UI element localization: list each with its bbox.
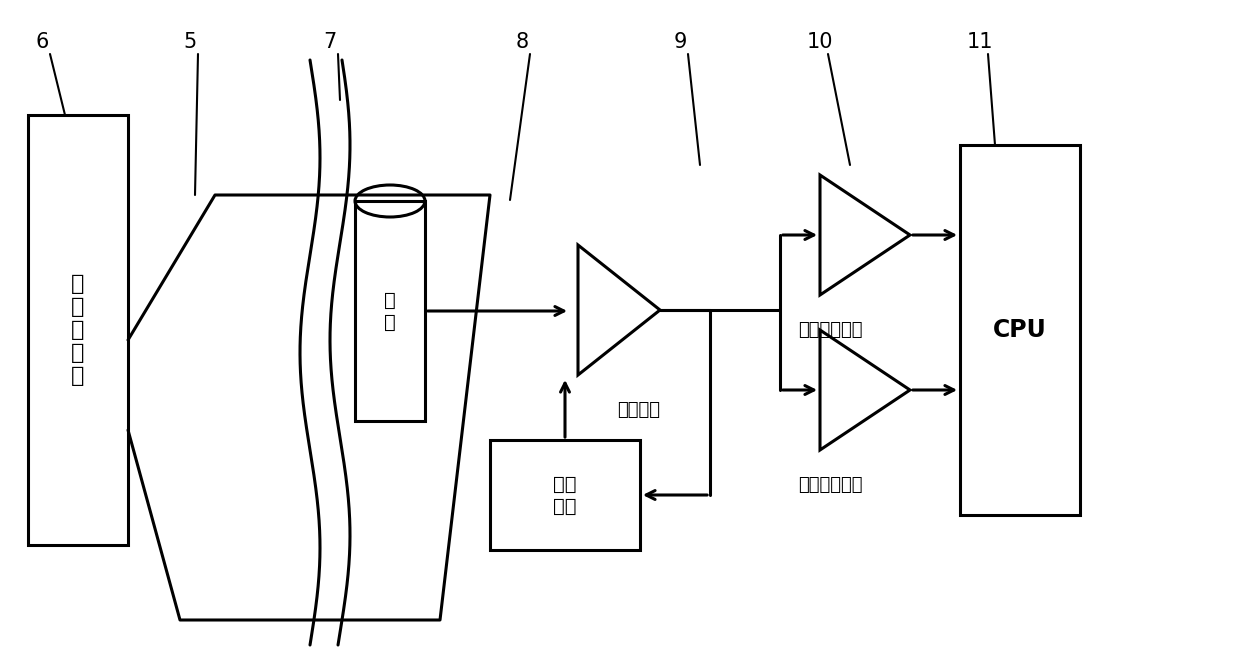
Text: 11: 11 xyxy=(967,32,993,52)
Text: 8: 8 xyxy=(516,32,528,52)
Text: 负向脉冲放大: 负向脉冲放大 xyxy=(797,476,862,494)
Bar xyxy=(490,440,640,550)
Text: 6: 6 xyxy=(35,32,48,52)
Text: 线
圈: 线 圈 xyxy=(384,291,396,331)
Text: 10: 10 xyxy=(807,32,833,52)
Text: 增益调节: 增益调节 xyxy=(618,401,661,419)
Bar xyxy=(29,115,128,545)
Bar xyxy=(355,201,425,421)
Text: 5: 5 xyxy=(184,32,197,52)
Bar xyxy=(960,145,1080,515)
Text: 9: 9 xyxy=(673,32,687,52)
Text: 增益
控制: 增益 控制 xyxy=(553,474,577,516)
Text: 正向脉冲放大: 正向脉冲放大 xyxy=(797,321,862,339)
Text: 7: 7 xyxy=(324,32,336,52)
Text: CPU: CPU xyxy=(993,318,1047,342)
Text: 信
号
发
生
器: 信 号 发 生 器 xyxy=(72,273,84,386)
